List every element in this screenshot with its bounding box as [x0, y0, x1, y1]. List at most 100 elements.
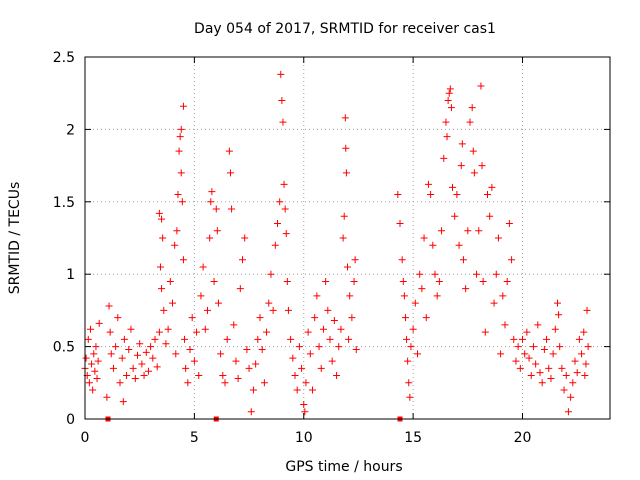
data-point	[82, 354, 90, 362]
data-point	[278, 96, 286, 104]
data-point	[239, 256, 246, 264]
data-point	[149, 354, 157, 362]
data-point	[93, 374, 101, 382]
data-point	[230, 321, 238, 329]
x-tick-label: 20	[514, 430, 532, 446]
x-tick-label: 15	[404, 430, 422, 446]
data-point	[466, 118, 474, 126]
data-point	[580, 328, 588, 336]
data-point	[208, 188, 216, 196]
data-point	[95, 319, 103, 327]
data-point	[352, 345, 360, 353]
data-point	[475, 227, 483, 235]
data-point	[178, 198, 186, 206]
data-point	[184, 379, 192, 387]
data-point	[578, 350, 586, 358]
data-point	[276, 198, 284, 206]
data-point	[543, 335, 551, 343]
data-point	[151, 335, 159, 343]
data-point	[398, 256, 406, 264]
data-point	[479, 277, 487, 285]
data-point	[344, 263, 351, 271]
data-point	[225, 147, 233, 155]
data-point	[280, 180, 288, 188]
data-point	[499, 292, 507, 300]
data-point	[236, 285, 244, 293]
data-point	[549, 350, 557, 358]
data-point	[406, 393, 414, 401]
data-point	[529, 343, 537, 351]
data-point	[217, 350, 225, 358]
data-point	[129, 364, 137, 372]
data-point	[265, 299, 273, 307]
data-point	[147, 343, 155, 351]
data-point	[173, 227, 181, 235]
data-point	[337, 325, 345, 333]
data-point	[282, 230, 290, 238]
data-point	[120, 335, 128, 343]
data-point	[158, 285, 166, 293]
data-point	[91, 367, 99, 375]
x-axis-label: GPS time / hours	[285, 459, 402, 475]
data-point	[127, 325, 135, 333]
data-point	[330, 317, 338, 325]
data-point	[206, 234, 214, 242]
data-point	[247, 408, 255, 416]
plot-frame	[84, 56, 611, 420]
data-point	[322, 277, 330, 285]
data-point	[333, 372, 341, 380]
data-point	[346, 292, 354, 300]
data-point	[505, 220, 513, 228]
data-point	[125, 345, 133, 353]
data-point	[212, 205, 220, 213]
data-point	[342, 144, 350, 152]
data-point	[228, 205, 236, 213]
data-point	[138, 360, 146, 368]
data-point	[309, 386, 316, 394]
data-point	[90, 350, 98, 358]
data-point	[177, 125, 185, 133]
data-point	[267, 270, 275, 278]
data-point	[440, 154, 448, 162]
data-points	[81, 70, 592, 416]
data-point	[131, 374, 139, 382]
data-point	[407, 343, 415, 351]
data-point	[339, 234, 347, 242]
data-point	[449, 183, 456, 191]
data-point	[478, 162, 486, 170]
y-tick-label: 1	[66, 267, 75, 283]
data-point	[342, 169, 350, 177]
data-point	[575, 335, 583, 343]
x-tick-label: 0	[81, 430, 90, 446]
data-point	[564, 408, 572, 416]
data-point	[503, 277, 511, 285]
data-point	[306, 350, 314, 358]
chart-title: Day 054 of 2017, SRMTID for receiver cas…	[194, 21, 496, 37]
data-point	[182, 364, 190, 372]
data-point	[171, 241, 179, 249]
data-point	[540, 345, 548, 353]
data-point	[494, 234, 502, 242]
data-point	[177, 169, 185, 177]
data-point	[447, 104, 455, 112]
data-point	[92, 343, 100, 351]
data-point	[277, 70, 285, 78]
data-point	[486, 212, 494, 220]
y-tick-label: 1.5	[53, 195, 75, 211]
data-point	[300, 401, 308, 409]
data-point	[435, 277, 443, 285]
data-point	[442, 118, 450, 126]
data-point	[508, 256, 516, 264]
data-point	[399, 277, 407, 285]
data-point	[477, 82, 485, 90]
data-point	[164, 325, 172, 333]
data-point	[176, 133, 184, 141]
data-point	[304, 328, 312, 336]
data-point	[155, 209, 163, 217]
data-point	[188, 314, 196, 322]
data-point	[232, 357, 240, 365]
data-point	[400, 292, 408, 300]
data-point	[462, 285, 470, 293]
data-point	[458, 140, 466, 148]
